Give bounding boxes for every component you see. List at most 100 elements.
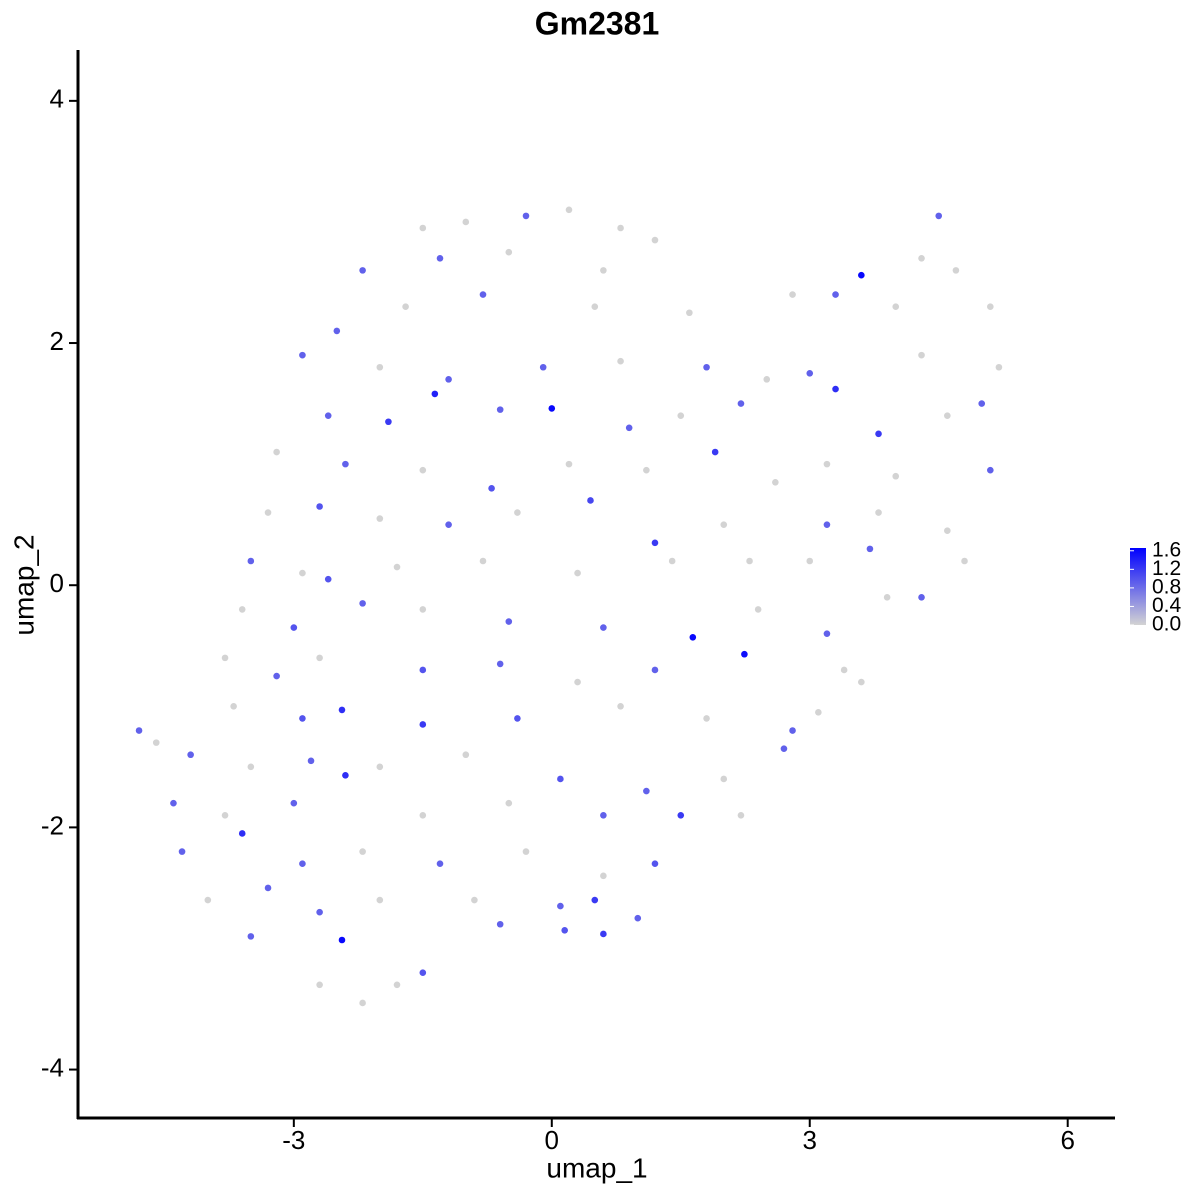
point: [333, 327, 341, 335]
point: [806, 370, 814, 377]
point: [832, 291, 839, 298]
point: [806, 557, 814, 565]
point: [918, 594, 925, 601]
point: [419, 811, 427, 819]
point: [557, 902, 564, 910]
point: [600, 930, 607, 938]
point: [359, 848, 366, 855]
point: [815, 709, 822, 716]
point: [858, 678, 865, 686]
point: [290, 799, 298, 807]
point: [496, 406, 504, 413]
point: [557, 775, 564, 783]
point: [299, 569, 306, 577]
point: [574, 678, 581, 686]
point: [221, 811, 229, 819]
points: [135, 206, 1003, 1007]
point: [686, 309, 693, 317]
point: [780, 745, 788, 752]
point: [359, 267, 366, 274]
point: [741, 650, 748, 658]
point: [376, 363, 384, 371]
point: [944, 527, 951, 535]
point: [651, 860, 659, 868]
colorbar: [1130, 548, 1146, 625]
point: [600, 872, 607, 880]
point: [431, 390, 439, 398]
point: [711, 448, 719, 456]
point: [918, 351, 925, 359]
point: [643, 466, 650, 474]
point: [316, 503, 323, 510]
point: [703, 363, 710, 371]
point: [359, 999, 366, 1007]
point: [187, 751, 194, 759]
point: [436, 860, 444, 868]
x-tick-label: 0: [545, 1125, 559, 1155]
point: [299, 715, 306, 722]
point: [952, 267, 960, 274]
point: [436, 254, 444, 262]
point: [668, 557, 676, 565]
point: [273, 448, 280, 456]
point: [247, 933, 255, 940]
point: [987, 466, 994, 474]
point: [316, 654, 323, 662]
point: [935, 212, 943, 220]
point: [858, 271, 865, 279]
point: [944, 412, 951, 419]
point: [178, 848, 186, 855]
point: [376, 763, 384, 771]
point: [522, 848, 530, 855]
point: [419, 466, 427, 474]
y-tick-label: 4: [50, 84, 64, 114]
point: [376, 896, 384, 904]
point: [840, 666, 848, 674]
point: [591, 303, 599, 311]
point: [290, 624, 298, 631]
point: [587, 497, 594, 504]
point: [471, 896, 478, 904]
point: [393, 563, 401, 571]
point: [883, 594, 891, 601]
point: [342, 772, 349, 779]
point: [625, 424, 633, 432]
point: [978, 400, 986, 407]
point: [823, 521, 831, 528]
point: [754, 606, 762, 613]
point: [565, 206, 573, 214]
point: [299, 860, 306, 868]
colorbar-tick-label: 0.4: [1152, 594, 1182, 617]
point: [402, 303, 409, 311]
point: [522, 212, 530, 220]
point: [995, 363, 1003, 371]
point: [170, 799, 177, 807]
point: [987, 303, 994, 311]
point: [746, 557, 753, 565]
point: [548, 405, 556, 412]
point: [316, 981, 323, 989]
point: [600, 267, 607, 274]
point: [324, 412, 332, 419]
point: [488, 485, 495, 492]
point: [359, 600, 366, 607]
y-tick-label: 0: [50, 568, 64, 598]
point: [152, 739, 160, 746]
point: [763, 376, 771, 383]
y-axis-label: umap_2: [8, 534, 39, 635]
x-tick-label: 3: [803, 1125, 817, 1155]
point: [651, 539, 659, 547]
point: [539, 363, 547, 371]
point: [204, 896, 212, 904]
point: [617, 357, 624, 365]
point: [832, 385, 839, 393]
point: [634, 914, 642, 922]
point: [789, 727, 796, 734]
point: [565, 460, 573, 468]
point: [316, 908, 323, 916]
point: [823, 630, 831, 637]
colorbar-tick-label: 0.0: [1152, 613, 1181, 636]
point: [574, 569, 581, 577]
point: [892, 303, 900, 311]
point: [772, 478, 779, 486]
